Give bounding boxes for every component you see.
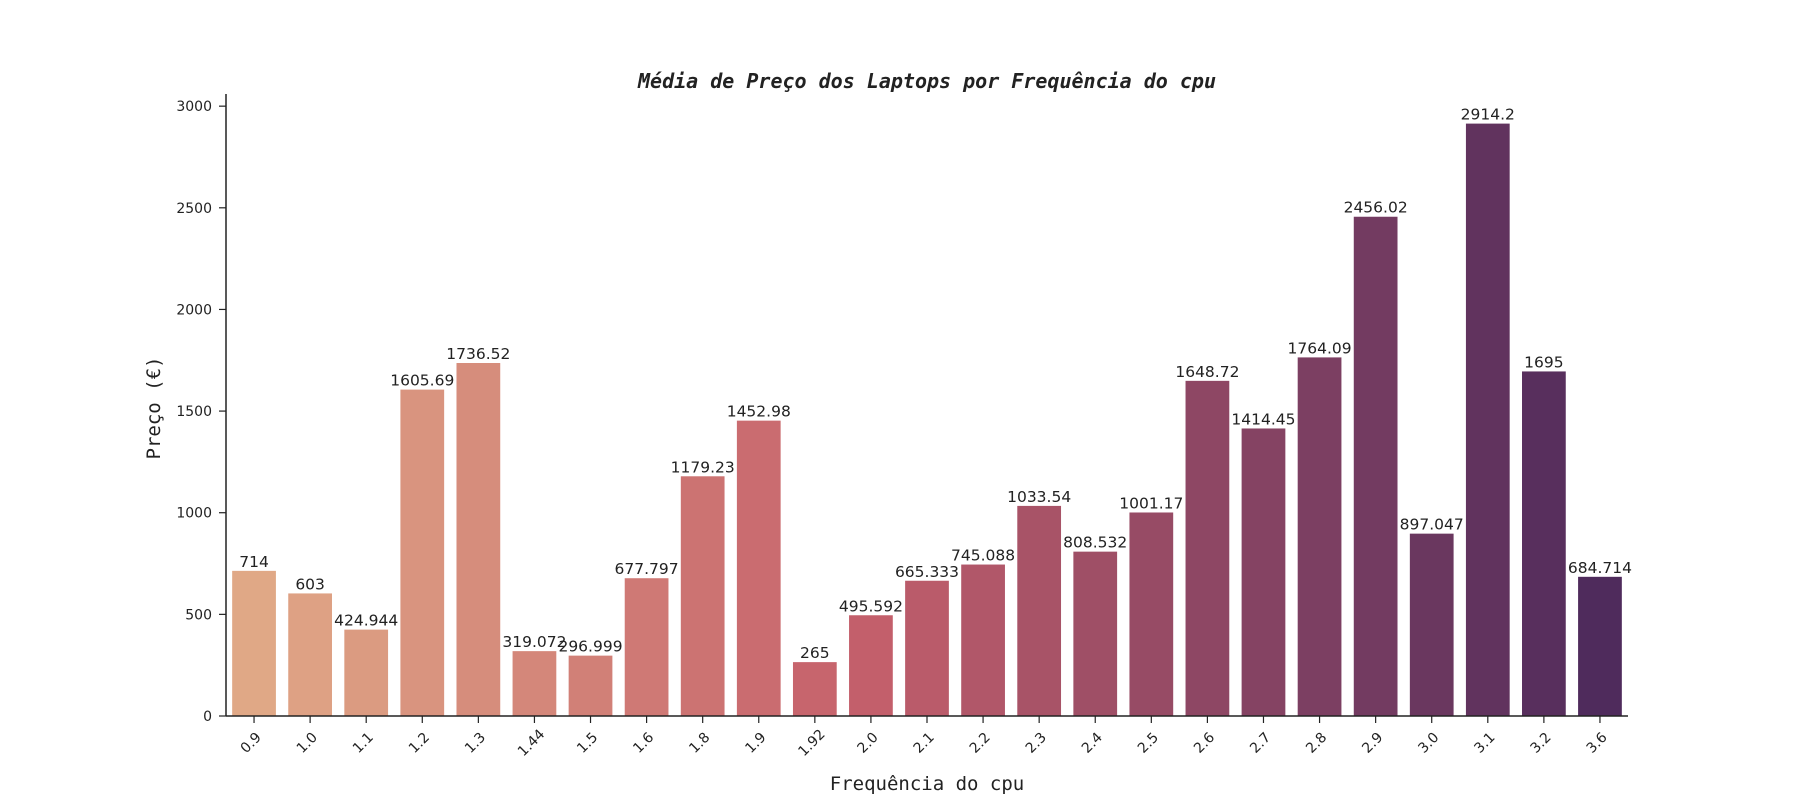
x-tick-label: 2.2 <box>967 730 994 757</box>
x-tick-label: 2.0 <box>855 730 882 757</box>
bar-2.8 <box>1297 357 1342 716</box>
x-tick-label: 1.6 <box>630 730 657 757</box>
data-labels-layer: 714 603 424.944 1605.69 1736.52 319.072296.99… <box>239 106 1632 663</box>
bar-2.5 <box>1129 512 1174 716</box>
bar-1.44 <box>512 651 557 716</box>
data-label-0.9: 714 <box>239 553 269 571</box>
bar-2.2 <box>961 564 1005 716</box>
bar-1.0 <box>288 593 332 716</box>
y-axis: 0 500 1000 1500 2000 2500 3000 <box>176 94 227 725</box>
x-axis: 0.9 1.0 1.1 1.2 1.3 1.44 1.5 1.6 1.8 1.9 1.92 2.0 2.… <box>226 715 1628 760</box>
y-tick-label: 0 <box>203 709 212 725</box>
bars-layer <box>232 123 1622 717</box>
bar-2.0 <box>849 615 893 716</box>
y-axis-label: Preço (€) <box>143 357 165 460</box>
data-label-2.0: 495.592 <box>839 597 903 615</box>
data-label-1.0: 603 <box>295 575 325 593</box>
x-tick-label: 2.6 <box>1191 730 1218 757</box>
y-tick-label: 1500 <box>176 404 212 420</box>
data-label-2.4: 808.532 <box>1063 534 1127 552</box>
x-tick-label: 1.5 <box>574 730 601 757</box>
y-tick-label: 500 <box>185 607 212 623</box>
bar-2.9 <box>1353 216 1398 716</box>
x-tick-label: 1.8 <box>686 730 713 757</box>
data-label-1.2: 1605.69 <box>390 372 454 390</box>
bar-1.1 <box>344 629 389 716</box>
x-tick-label: 1.92 <box>795 726 828 759</box>
x-tick-label: 2.1 <box>911 730 938 757</box>
x-axis-label: Frequência do cpu <box>830 773 1024 795</box>
data-label-3.2: 1695 <box>1524 353 1563 371</box>
x-tick-label: 0.9 <box>238 730 265 757</box>
bar-1.6 <box>624 578 669 716</box>
data-label-2.7: 1414.45 <box>1231 410 1295 428</box>
bar-2.4 <box>1073 551 1118 716</box>
x-tick-label: 3.2 <box>1528 730 1555 757</box>
x-tick-label: 2.3 <box>1023 730 1050 757</box>
data-label-2.2: 745.088 <box>951 547 1015 565</box>
data-label-2.8: 1764.09 <box>1288 339 1352 357</box>
data-label-1.5: 296.999 <box>558 638 622 656</box>
data-label-3.6: 684.714 <box>1568 559 1632 577</box>
bar-2.1 <box>905 580 949 716</box>
data-label-1.3: 1736.52 <box>446 345 510 363</box>
x-tick-label: 3.1 <box>1471 730 1498 757</box>
bar-2.6 <box>1185 380 1230 716</box>
bar-1.8 <box>680 476 725 716</box>
y-tick-label: 2000 <box>176 302 212 318</box>
bar-3.6 <box>1578 576 1622 716</box>
bar-3.2 <box>1522 371 1566 716</box>
bar-0.9 <box>232 570 276 716</box>
y-tick-label: 3000 <box>176 99 212 115</box>
x-tick-label: 1.1 <box>350 730 377 757</box>
x-tick-label: 1.9 <box>742 730 769 757</box>
x-tick-label: 3.6 <box>1584 730 1611 757</box>
y-tick-label: 1000 <box>176 506 212 522</box>
x-tick-label: 3.0 <box>1415 730 1442 757</box>
chart-title: Média de Preço dos Laptops por Frequênci… <box>637 69 1216 93</box>
x-tick-label: 2.5 <box>1135 730 1162 757</box>
bar-1.92 <box>792 662 837 716</box>
bar-1.3 <box>456 363 501 716</box>
bar-3.1 <box>1465 123 1510 717</box>
data-label-1.1: 424.944 <box>334 612 398 630</box>
data-label-1.92: 265 <box>800 644 830 662</box>
data-label-1.44: 319.072 <box>502 633 566 651</box>
x-tick-label: 1.2 <box>406 730 433 757</box>
bar-1.9 <box>736 420 781 716</box>
data-label-2.3: 1033.54 <box>1007 488 1071 506</box>
data-label-3.0: 897.047 <box>1400 516 1464 534</box>
x-tick-label: 2.9 <box>1359 730 1386 757</box>
x-tick-label: 2.4 <box>1079 730 1106 757</box>
bar-1.2 <box>400 389 445 716</box>
x-tick-label: 1.3 <box>462 730 489 757</box>
x-tick-label: 1.0 <box>294 730 321 757</box>
data-label-1.8: 1179.23 <box>671 458 735 476</box>
data-label-2.9: 2456.02 <box>1344 199 1408 217</box>
data-label-2.1: 665.333 <box>895 563 959 581</box>
data-label-2.5: 1001.17 <box>1119 494 1183 512</box>
x-tick-label: 2.7 <box>1247 730 1274 757</box>
bar-3.0 <box>1409 533 1454 716</box>
data-label-1.6: 677.797 <box>615 560 679 578</box>
data-label-1.9: 1452.98 <box>727 403 791 421</box>
data-label-2.6: 1648.72 <box>1175 363 1239 381</box>
data-label-3.1: 2914.2 <box>1461 106 1515 124</box>
x-tick-label: 1.44 <box>515 726 548 759</box>
bar-2.3 <box>1017 505 1062 716</box>
bar-1.5 <box>568 655 613 716</box>
x-tick-label: 2.8 <box>1303 730 1330 757</box>
y-tick-label: 2500 <box>176 201 212 217</box>
bar-2.7 <box>1241 428 1286 716</box>
